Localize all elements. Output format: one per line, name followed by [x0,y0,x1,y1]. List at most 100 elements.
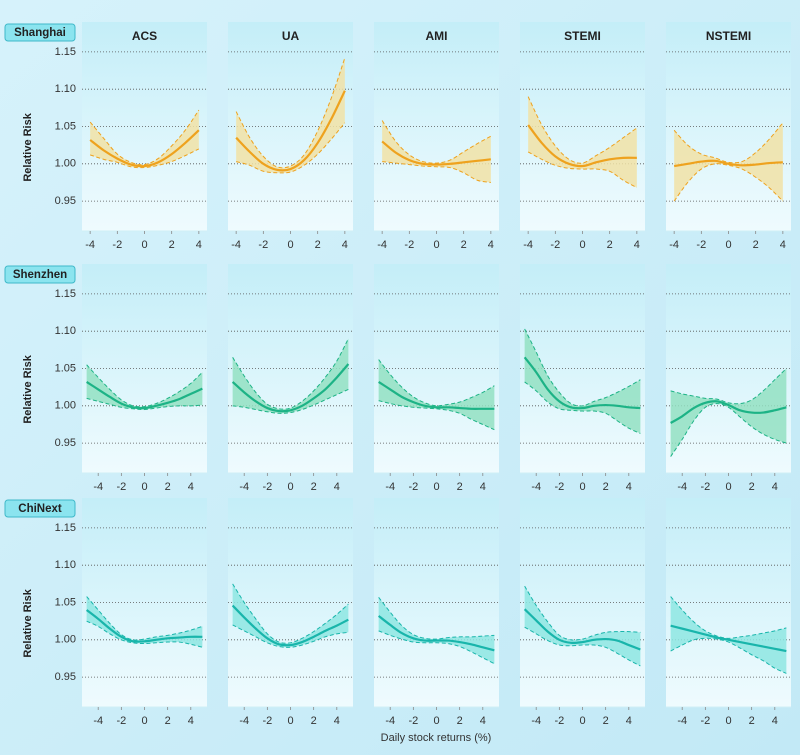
x-tick-label: -4 [385,481,395,493]
upper-bound-line [86,364,203,408]
lower-bound-line [232,624,349,648]
estimate-line [85,609,203,643]
x-tick-label: 4 [634,239,640,251]
column-title: STEMI [564,29,601,43]
x-tick-label: -4 [523,239,533,251]
x-tick-label: 2 [603,481,609,493]
lower-bound-line [382,161,491,183]
column-title: ACS [132,29,157,43]
lower-bound-line [86,620,203,648]
x-tick-label: 2 [165,481,171,493]
x-tick-label: -4 [93,715,103,727]
lower-bound-line [378,400,495,431]
x-tick-label: 2 [315,239,321,251]
panel [82,498,207,707]
x-tick-label: 4 [334,481,340,493]
x-tick-label: -4 [93,481,103,493]
panel [666,264,791,473]
x-tick-label: 2 [749,481,755,493]
x-tick-label: -2 [112,239,122,251]
panel [374,22,499,231]
upper-bound-line [524,328,641,407]
confidence-band [528,96,637,188]
panel [228,498,353,707]
confidence-band [86,364,203,410]
panel [666,22,791,231]
x-tick-label: -2 [258,239,268,251]
y-axis-label: Relative Risk [22,112,34,181]
x-tick-label: 4 [188,715,194,727]
x-tick-label: 0 [287,481,293,493]
x-tick-label: 4 [480,481,486,493]
column-title: UA [282,29,300,43]
x-tick-label: -2 [554,715,564,727]
y-tick-label: 1.10 [55,325,76,337]
x-tick-label: -2 [116,715,126,727]
panel [374,498,499,707]
estimate-line [377,615,495,652]
x-tick-label: -2 [116,481,126,493]
x-tick-label: -4 [385,715,395,727]
x-tick-label: 2 [753,239,759,251]
column-title: AMI [426,29,448,43]
lower-bound-line [673,163,784,202]
lower-bound-line [524,381,641,434]
y-tick-label: 1.10 [55,559,76,571]
x-tick-label: -4 [85,239,95,251]
estimate-line [231,604,349,647]
x-tick-label: -4 [677,481,687,493]
x-tick-label: -4 [377,239,387,251]
x-tick-label: -2 [700,715,710,727]
row-label-bg [4,23,76,42]
upper-bound-line [232,583,349,644]
x-tick-label: 4 [480,715,486,727]
estimate-line [523,356,641,410]
x-tick-label: 0 [433,481,439,493]
lower-bound-line [86,397,203,411]
x-tick-label: 2 [311,715,317,727]
estimate-line [523,608,641,651]
estimate-line [86,381,203,410]
upper-bound-line [381,120,492,164]
y-axis-label: Relative Risk [22,588,34,657]
estimate-line [670,624,787,653]
estimate-line [673,159,783,168]
estimate-line [381,140,491,166]
estimate-line [378,381,495,410]
x-tick-label: -4 [239,715,249,727]
x-tick-label: 0 [287,715,293,727]
x-tick-label: 0 [725,239,731,251]
y-tick-label: 1.15 [55,522,76,534]
x-tick-label: 4 [196,239,202,251]
x-tick-label: 4 [488,239,494,251]
x-tick-label: 2 [749,715,755,727]
x-tick-label: 4 [626,715,632,727]
x-tick-label: 4 [188,481,194,493]
confidence-band [232,583,349,648]
y-tick-label: 1.10 [55,83,76,95]
x-tick-label: 0 [433,715,439,727]
x-tick-label: 0 [433,239,439,251]
x-tick-label: -4 [531,481,541,493]
lower-bound-line [378,630,495,665]
x-tick-label: 2 [607,239,613,251]
estimate-line [670,400,787,424]
x-tick-label: 2 [169,239,175,251]
y-tick-label: 1.05 [55,596,76,608]
y-tick-label: 0.95 [55,671,76,683]
estimate-line [89,129,200,168]
x-tick-label: 4 [342,239,348,251]
y-tick-label: 1.15 [55,46,76,58]
row-label-box: Shenzhen [4,265,76,284]
x-tick-label: -2 [408,715,418,727]
x-tick-label: 4 [772,715,778,727]
column-title: NSTEMI [706,29,751,43]
x-tick-label: -2 [696,239,706,251]
confidence-band [524,328,641,434]
x-tick-label: 0 [141,239,147,251]
x-tick-label: 0 [725,715,731,727]
x-tick-label: -4 [531,715,541,727]
x-tick-label: -2 [700,481,710,493]
